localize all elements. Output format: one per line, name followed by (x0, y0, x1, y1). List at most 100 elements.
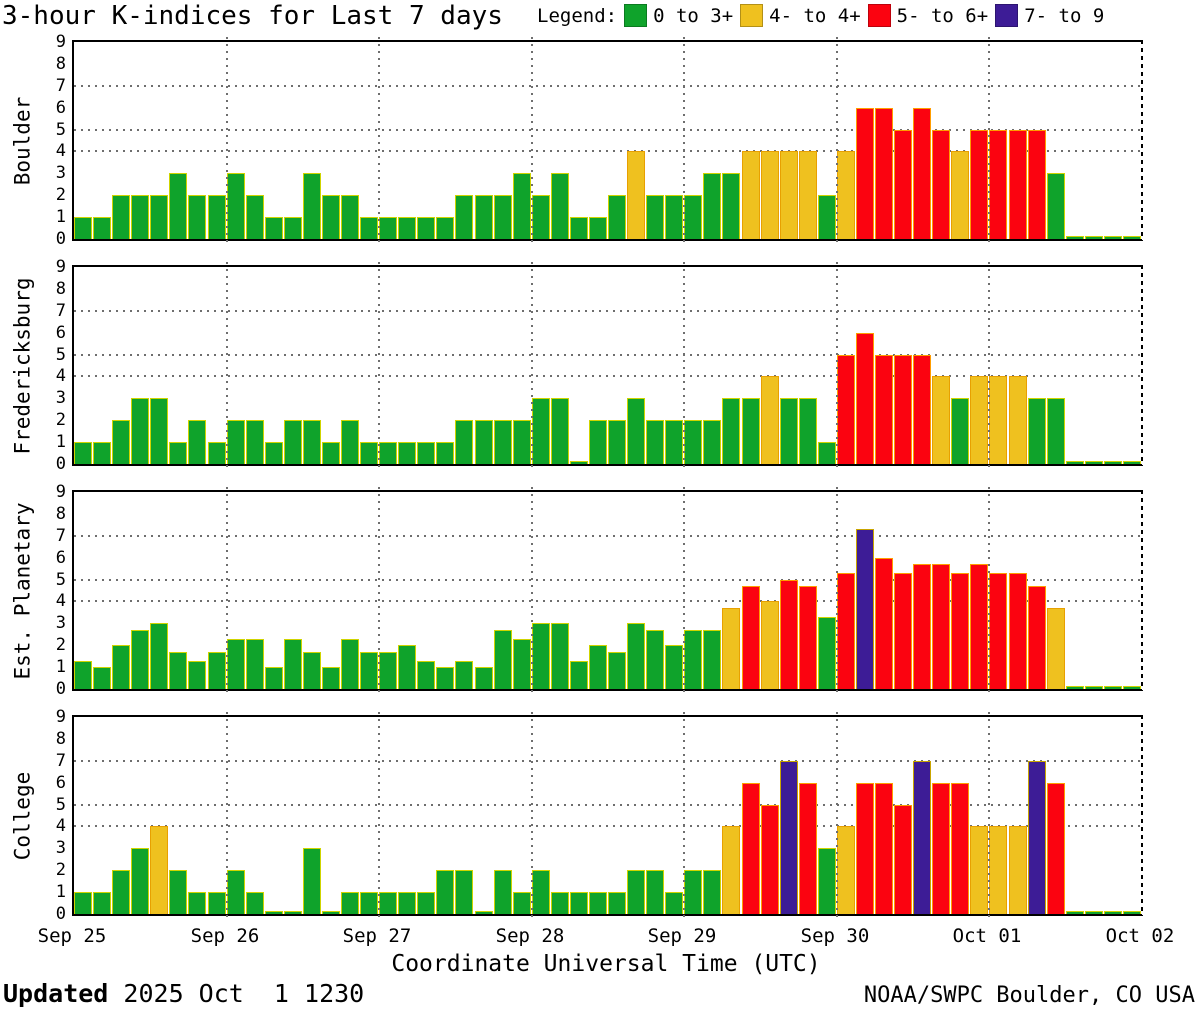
k-bar (665, 195, 683, 239)
k-bar (551, 623, 569, 689)
k-bar (265, 911, 283, 914)
k-bar (970, 564, 988, 689)
k-bar (627, 623, 645, 689)
k-bar (494, 630, 512, 689)
h-gridline-k4 (74, 825, 1142, 828)
k-bar (1028, 761, 1046, 914)
y-tick-label: 4 (55, 816, 66, 837)
k-bar (379, 442, 397, 464)
legend-swatch (995, 4, 1019, 27)
k-bar (532, 623, 550, 689)
k-bar (970, 130, 988, 239)
k-bar (627, 151, 645, 239)
k-bar (761, 601, 779, 689)
k-bar (169, 442, 187, 464)
k-bar (722, 608, 740, 689)
h-gridline-k4 (74, 150, 1142, 153)
k-bar (303, 848, 321, 914)
legend: Legend: 0 to 3+ 4- to 4+ 5- to 6+ 7- to 9 (537, 4, 1104, 27)
k-bar (93, 892, 111, 914)
k-bar (188, 661, 206, 689)
k-bar (589, 645, 607, 689)
k-bar (188, 420, 206, 464)
k-bar (951, 398, 969, 464)
k-bar (227, 173, 245, 239)
k-bar (703, 420, 721, 464)
k-bar (227, 420, 245, 464)
k-bar (1085, 236, 1103, 239)
k-bar (608, 195, 626, 239)
k-bar (1066, 236, 1084, 239)
k-bar (150, 826, 168, 914)
k-bar (74, 661, 92, 689)
k-bar (913, 564, 931, 689)
k-bar (837, 573, 855, 689)
k-bar (1047, 173, 1065, 239)
k-bar (1085, 461, 1103, 464)
y-tick-label: 7 (55, 300, 66, 321)
legend-swatch (624, 4, 648, 27)
k-bar (570, 217, 588, 239)
k-bar (589, 217, 607, 239)
legend-swatch (867, 4, 891, 27)
k-bar (780, 398, 798, 464)
v-gridline-day (988, 262, 990, 469)
k-bar (703, 173, 721, 239)
k-bar (894, 805, 912, 914)
k-bar (799, 586, 817, 689)
chart-title: 3-hour K-indices for Last 7 days (2, 1, 503, 31)
k-bar (284, 420, 302, 464)
k-bar (951, 573, 969, 689)
k-bar (932, 376, 950, 464)
k-bar (455, 870, 473, 914)
k-bar (455, 420, 473, 464)
v-gridline-day (683, 37, 685, 244)
h-gridline-k7 (74, 759, 1142, 762)
v-gridline-day (836, 37, 838, 244)
plot-right-edge (1141, 490, 1143, 691)
k-bar (513, 639, 531, 689)
station-label: Est. Planetary (10, 502, 34, 680)
k-bar (1009, 130, 1027, 239)
k-bar (1066, 461, 1084, 464)
k-bar (150, 623, 168, 689)
k-bar (341, 195, 359, 239)
y-tick-label: 5 (55, 569, 66, 590)
k-bar (875, 558, 893, 689)
panel-est-planetary: 0 1 2 3 4 5 6 7 8 9 Est. Planetary (10, 483, 1143, 698)
y-tick-label: 7 (55, 750, 66, 771)
k-bar (188, 892, 206, 914)
v-gridline-day (836, 487, 838, 694)
k-bar (799, 398, 817, 464)
k-bar (799, 151, 817, 239)
k-bar (646, 630, 664, 689)
k-bar (475, 195, 493, 239)
v-gridline-day (378, 712, 380, 919)
legend-swatch (740, 4, 764, 27)
k-bar (1009, 376, 1027, 464)
k-bar (436, 217, 454, 239)
y-tick-label: 6 (55, 322, 66, 343)
v-gridline-day (226, 712, 228, 919)
k-bar (818, 848, 836, 914)
k-bar (1104, 236, 1122, 239)
x-tick-label: Oct 01 (952, 925, 1022, 947)
plot-right-edge (1141, 715, 1143, 916)
k-bar (932, 130, 950, 239)
k-bar (875, 355, 893, 464)
k-bar (131, 195, 149, 239)
k-bar (417, 661, 435, 689)
k-bar (322, 195, 340, 239)
h-gridline-k5 (74, 353, 1142, 356)
k-bar (265, 442, 283, 464)
y-tick-label: 3 (55, 388, 66, 409)
k-bar (494, 420, 512, 464)
k-bar (1104, 911, 1122, 914)
k-bar (551, 892, 569, 914)
k-bar (303, 420, 321, 464)
updated-label: Updated (3, 979, 109, 1008)
k-bar (875, 783, 893, 914)
k-bar (589, 892, 607, 914)
k-bar (742, 398, 760, 464)
